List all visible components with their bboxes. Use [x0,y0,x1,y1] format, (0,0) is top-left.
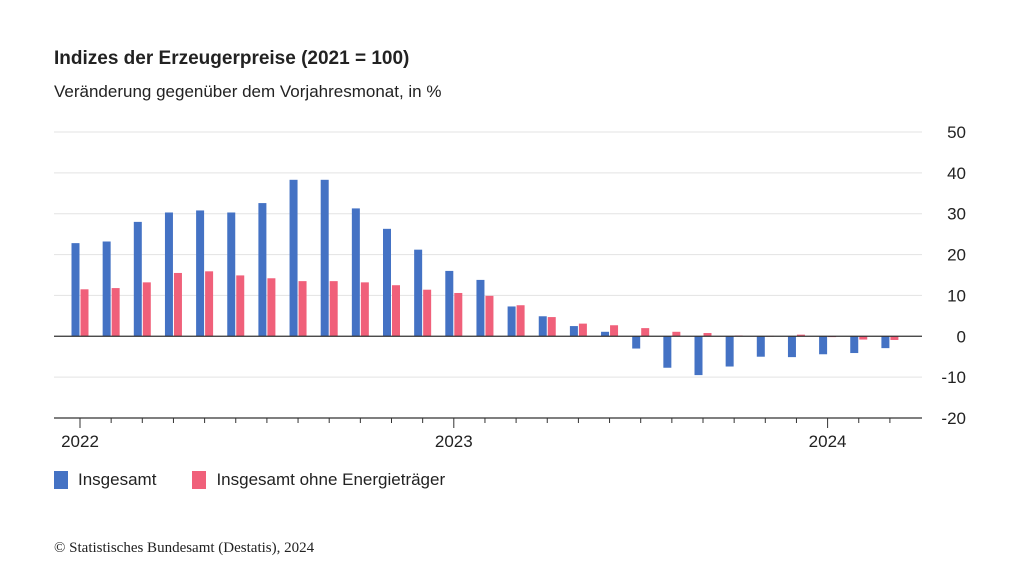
legend-label: Insgesamt [78,470,157,489]
bar-insgesamt [819,336,828,355]
bar-insgesamt [414,249,423,337]
bar-insgesamt [102,241,111,337]
bar-insgesamt [383,228,391,337]
bar-ohne-energie [329,281,338,337]
bar-ohne-energie [80,289,89,337]
bar-ohne-energie [703,333,712,337]
bar-insgesamt [445,270,454,337]
bar-ohne-energie [485,295,494,337]
x-tick-label: 2024 [809,432,847,451]
bar-ohne-energie [360,282,369,337]
legend: Insgesamt Insgesamt ohne Energieträger [54,470,445,490]
bar-insgesamt [71,243,80,337]
bar-insgesamt [351,208,360,337]
y-tick-label: 50 [947,123,966,142]
chart-subtitle: Veränderung gegenüber dem Vorjahresmonat… [54,82,442,101]
bar-ohne-energie [423,289,432,337]
legend-swatch-blue [54,471,68,489]
y-tick-label: -20 [941,409,966,428]
bar-ohne-energie [267,278,276,337]
x-tick-label: 2023 [435,432,473,451]
bar-ohne-energie [859,336,868,340]
bar-insgesamt [725,336,734,367]
bar-ohne-energie [516,305,525,337]
y-tick-label: 10 [947,286,966,305]
bar-ohne-energie [890,336,899,340]
bar-ohne-energie [205,271,214,337]
bar-insgesamt [476,279,485,337]
bar-insgesamt [569,326,578,337]
bar-insgesamt [601,331,610,337]
bar-ohne-energie [392,285,400,337]
bar-insgesamt [663,336,672,368]
legend-item-insgesamt[interactable]: Insgesamt [54,470,156,490]
bar-insgesamt [694,336,703,376]
y-tick-label: 0 [957,327,966,346]
bar-insgesamt [133,221,142,337]
y-tick-label: -10 [941,368,966,387]
bar-insgesamt [258,203,267,337]
bar-insgesamt [881,336,890,349]
bar-ohne-energie [298,281,307,337]
bar-ohne-energie [142,282,151,337]
bar-insgesamt [850,336,859,354]
bar-insgesamt [227,212,236,337]
bar-insgesamt [196,210,205,337]
bar-insgesamt [538,316,547,337]
bar-insgesamt [507,306,516,337]
chart-title: Indizes der Erzeugerpreise (2021 = 100) [54,48,410,69]
bar-ohne-energie [236,275,245,337]
bar-ohne-energie [454,292,463,337]
bar-insgesamt [632,336,641,349]
bar-ohne-energie [796,334,805,337]
y-tick-label: 30 [947,205,966,224]
source-footer: © Statistisches Bundesamt (Destatis), 20… [54,540,314,557]
bar-insgesamt [756,336,765,357]
bar-insgesamt [787,336,796,358]
bar-ohne-energie [610,325,619,337]
bar-insgesamt [164,212,173,337]
bar-ohne-energie [641,328,650,337]
copyright-text: © Statistisches Bundesamt (Destatis), 20… [54,540,315,556]
bar-insgesamt [320,179,329,337]
legend-swatch-red [192,471,207,489]
bar-ohne-energie [578,323,587,337]
y-tick-label: 40 [947,164,966,183]
bar-ohne-energie [547,317,556,337]
y-tick-label: 20 [947,246,966,265]
bar-ohne-energie [672,331,681,337]
bar-ohne-energie [111,288,120,337]
legend-item-ohne-energie[interactable]: Insgesamt ohne Energieträger [192,470,445,490]
x-tick-label: 2022 [61,432,99,451]
bar-insgesamt [289,179,298,337]
legend-label: Insgesamt ohne Energieträger [216,470,446,489]
bar-ohne-energie [173,272,182,337]
